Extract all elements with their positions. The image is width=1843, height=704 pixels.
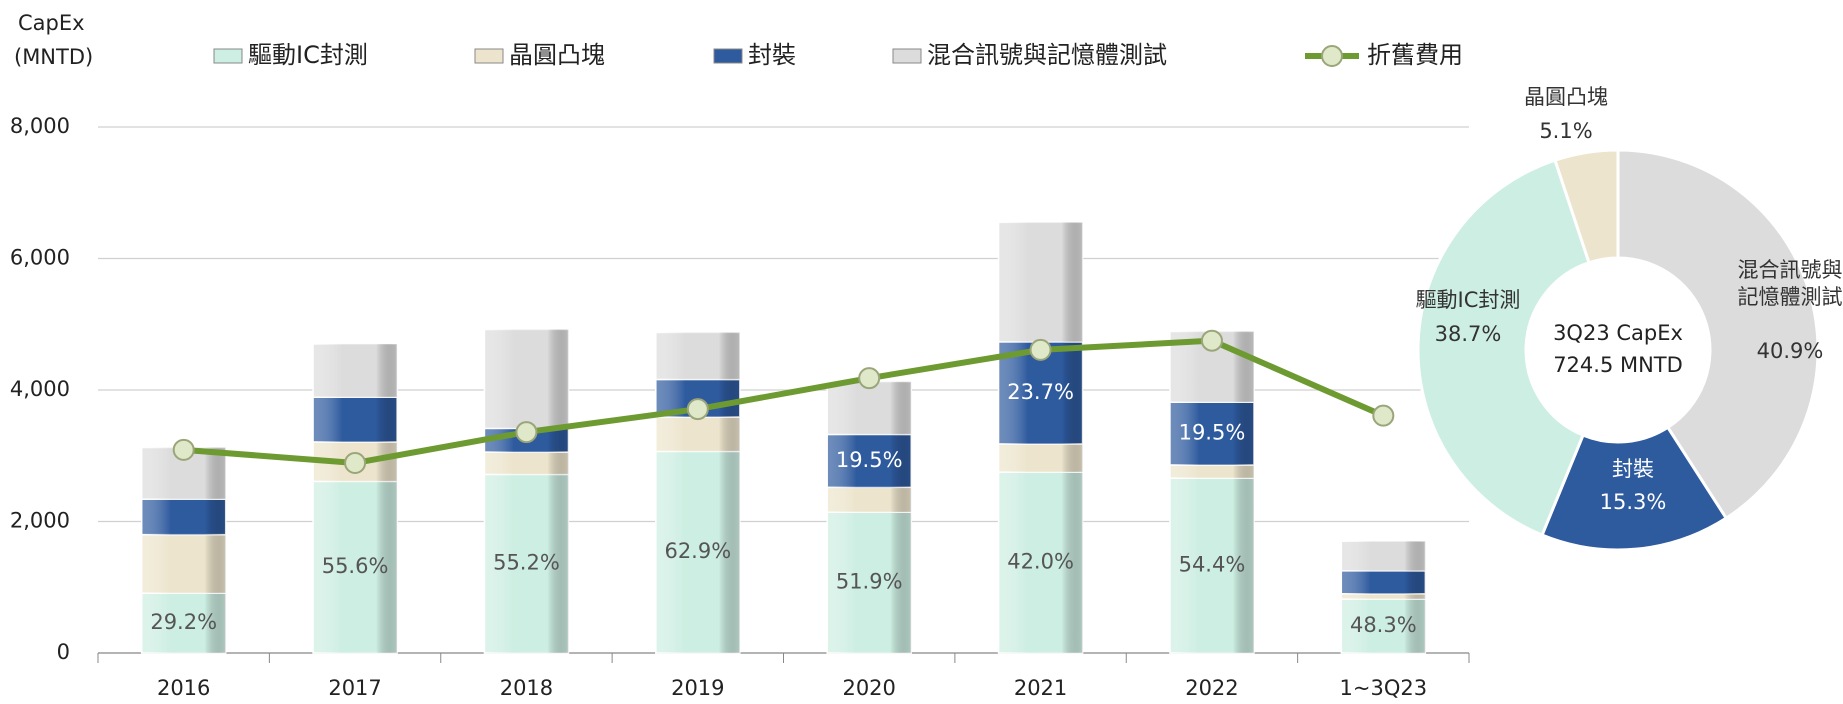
x-tick-label: 2018 (500, 676, 553, 700)
y-tick-label: 0 (57, 640, 70, 664)
bar-shade (827, 434, 912, 488)
x-tick-label: 2022 (1185, 676, 1238, 700)
y-tick-label: 8,000 (10, 114, 70, 138)
data-label: 62.9% (664, 539, 731, 563)
donut-category-text: 驅動IC封測 (1415, 288, 1521, 312)
x-tick-label: 2021 (1014, 676, 1067, 700)
donut-category-label: 驅動IC封測 (1415, 288, 1521, 312)
bar-shade (1341, 593, 1426, 600)
bar-shade (1341, 570, 1426, 594)
donut-slice (1616, 148, 1820, 521)
bar-shade (141, 593, 226, 653)
donut-slice (1553, 148, 1620, 265)
x-tick-label: 1~3Q23 (1340, 676, 1428, 700)
donut-slice (1540, 425, 1729, 552)
donut-category-text: 混合訊號與記憶體測試 (1737, 258, 1843, 309)
bar-shade (313, 343, 398, 398)
bar-shade (484, 452, 569, 475)
y-tick-label: 4,000 (10, 377, 70, 401)
line-marker (344, 451, 367, 474)
donut-category-text: 封裝 (1612, 457, 1654, 481)
bar-shade (1341, 541, 1426, 571)
bar-shade (998, 443, 1083, 473)
donut-value-label: 40.9% (1757, 339, 1824, 363)
bar-shade (827, 487, 912, 513)
donut-slice (1416, 158, 1591, 537)
bar-shade (655, 332, 740, 380)
data-label: 55.2% (493, 551, 560, 575)
line-marker (1200, 329, 1223, 352)
bar-shade (313, 481, 398, 653)
bar-shade (1341, 599, 1426, 653)
donut-center-label: 724.5 MNTD (1553, 353, 1683, 377)
bar-shade (1169, 478, 1254, 653)
legend-swatch (474, 48, 504, 64)
bar-shade (484, 474, 569, 653)
data-label: 51.9% (836, 570, 903, 594)
data-label: 29.2% (150, 610, 217, 634)
data-label: 54.4% (1179, 553, 1246, 577)
data-label: 48.3% (1350, 613, 1417, 637)
legend-swatch (892, 48, 922, 64)
bar-shade (998, 472, 1083, 653)
line-marker (1029, 338, 1052, 361)
bar-shade (1169, 402, 1254, 465)
bar-shade (655, 416, 740, 452)
data-label: 19.5% (836, 448, 903, 472)
legend-label: 混合訊號與記憶體測試 (927, 41, 1167, 69)
x-tick-label: 2020 (842, 676, 895, 700)
donut-value-label: 5.1% (1539, 119, 1592, 143)
donut-center-label: 3Q23 CapEx (1553, 321, 1683, 345)
x-tick-label: 2016 (157, 676, 210, 700)
y-axis-title: CapEx (18, 11, 85, 35)
donut-category-label: 混合訊號與記憶體測試 (1737, 258, 1843, 309)
donut-category-text: 晶圓凸塊 (1524, 85, 1608, 109)
legend-label: 驅動IC封測 (248, 41, 368, 69)
line-marker (172, 438, 195, 461)
legend-marker (1321, 45, 1343, 67)
legend-swatch (213, 48, 243, 64)
y-axis-title: (MNTD) (14, 45, 93, 69)
data-label: 19.5% (1179, 421, 1246, 445)
bar-shade (655, 451, 740, 653)
donut-category-label: 晶圓凸塊 (1524, 85, 1608, 109)
line-marker (686, 398, 709, 421)
donut-value-label: 38.7% (1435, 322, 1502, 346)
bar-shade (141, 499, 226, 535)
line-marker (1372, 404, 1395, 427)
x-tick-label: 2017 (328, 676, 381, 700)
y-tick-label: 2,000 (10, 509, 70, 533)
bar-shade (998, 222, 1083, 342)
line (183, 337, 1385, 467)
bar-shade (313, 397, 398, 442)
data-label: 42.0% (1007, 550, 1074, 574)
bar-shade (484, 329, 569, 429)
bar-shade (827, 381, 912, 435)
legend-swatch (713, 48, 743, 64)
bar-shade (141, 534, 226, 594)
data-label: 23.7% (1007, 380, 1074, 404)
donut-value-label: 15.3% (1600, 490, 1667, 514)
bar-shade (1169, 464, 1254, 479)
y-tick-label: 6,000 (10, 246, 70, 270)
line-marker (515, 421, 538, 444)
legend-label: 封裝 (748, 41, 796, 69)
bar-shade (827, 512, 912, 653)
data-label: 55.6% (322, 554, 389, 578)
x-tick-label: 2019 (671, 676, 724, 700)
donut-category-label: 封裝 (1612, 457, 1654, 481)
legend-label: 折舊費用 (1367, 41, 1463, 69)
legend-label: 晶圓凸塊 (509, 41, 605, 69)
line-marker (858, 367, 881, 390)
